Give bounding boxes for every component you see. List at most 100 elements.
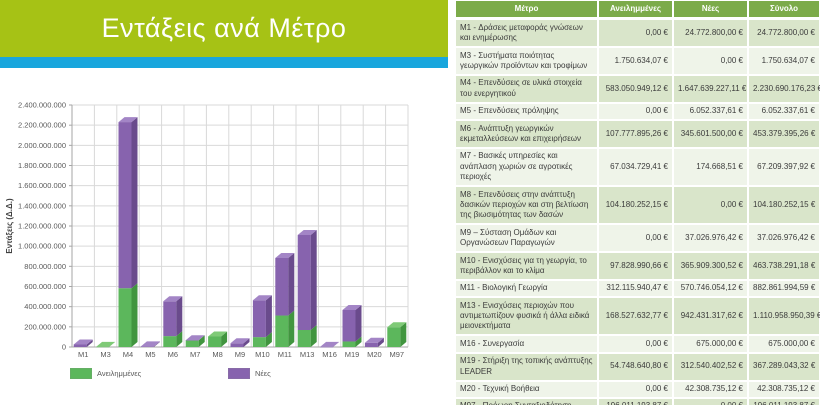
value-cell: 1.750.634,07 € (748, 47, 820, 75)
value-cell: 312.540.402,52 € (673, 352, 748, 381)
table-row: M97 - Πρόωρη Συνταξιοδότηση196.011.193,8… (455, 397, 820, 405)
svg-text:M19: M19 (345, 350, 360, 359)
measure-cell: M6 - Ανάπτυξη γεωργικών εκμεταλλεύσεων κ… (455, 120, 598, 148)
svg-text:1.400.000.000: 1.400.000.000 (18, 201, 66, 210)
measure-cell: M8 - Επενδύσεις στην ανάπτυξη δασικών πε… (455, 186, 598, 225)
svg-text:1.600.000.000: 1.600.000.000 (18, 181, 66, 190)
value-cell: 570.746.054,12 € (673, 279, 748, 298)
chart-legend: Ανειλημμένες Νέες (0, 368, 448, 384)
value-cell: 583.050.949,12 € (598, 74, 673, 103)
value-cell: 0,00 € (673, 397, 748, 405)
svg-text:0: 0 (62, 343, 66, 352)
legend-swatch-committed-icon (70, 368, 92, 379)
table-row: M4 - Επενδύσεις σε υλικά στοιχεία του εν… (455, 74, 820, 103)
value-cell: 882.861.994,59 € (748, 279, 820, 298)
value-cell: 196.011.193,87 € (748, 397, 820, 405)
svg-text:Εντάξεις (Δ.Δ.): Εντάξεις (Δ.Δ.) (5, 198, 14, 254)
value-cell: 24.772.800,00 € (748, 19, 820, 48)
value-cell: 37.026.976,42 € (673, 224, 748, 253)
value-cell: 0,00 € (598, 380, 673, 398)
table-row: M7 - Βασικές υπηρεσίες και ανάπλαση χωρι… (455, 147, 820, 187)
value-cell: 1.647.639.227,11 € (673, 74, 748, 103)
svg-text:M20: M20 (367, 350, 382, 359)
value-cell: 463.738.291,18 € (748, 252, 820, 280)
table-row: M6 - Ανάπτυξη γεωργικών εκμεταλλεύσεων κ… (455, 120, 820, 148)
svg-text:M6: M6 (168, 350, 178, 359)
table-row: M16 - Συνεργασία 0,00 €675.000,00 €675.00… (455, 335, 820, 353)
svg-text:M16: M16 (322, 350, 337, 359)
bar-M8 (208, 331, 228, 347)
measure-cell: M3 - Συστήματα ποιότητας γεωργικών προϊό… (455, 47, 598, 75)
value-cell: 42.308.735,12 € (673, 380, 748, 398)
header-total: Σύνολο (748, 0, 820, 20)
legend-item-new: Νέες (228, 368, 271, 379)
bar-M97 (387, 322, 407, 347)
value-cell: 42.308.735,12 € (748, 380, 820, 398)
measure-cell: M11 - Βιολογική Γεωργία (455, 279, 598, 298)
value-cell: 0,00 € (598, 19, 673, 48)
value-cell: 675.000,00 € (748, 335, 820, 353)
measure-cell: M16 - Συνεργασία (455, 335, 598, 353)
chart-title-band: Εντάξεις ανά Μέτρο (0, 0, 448, 57)
value-cell: 67.209.397,92 € (748, 147, 820, 187)
bar-M19 (342, 304, 362, 347)
legend-item-committed: Ανειλημμένες (70, 368, 141, 379)
legend-label-new: Νέες (255, 369, 271, 378)
bar-M1 (73, 339, 93, 347)
value-cell: 107.777.895,26 € (598, 120, 673, 148)
bar-M20 (364, 337, 384, 347)
measure-cell: M1 - Δράσεις μεταφοράς γνώσεων και ενημέ… (455, 19, 598, 48)
svg-text:M3: M3 (100, 350, 110, 359)
svg-text:1.800.000.000: 1.800.000.000 (18, 161, 66, 170)
value-cell: 174.668,51 € (673, 147, 748, 187)
svg-text:M13: M13 (300, 350, 315, 359)
svg-text:2.000.000.000: 2.000.000.000 (18, 141, 66, 150)
bar-M6 (163, 296, 183, 347)
measure-cell: M7 - Βασικές υπηρεσίες και ανάπλαση χωρι… (455, 147, 598, 187)
chart-panel: Εντάξεις ανά Μέτρο 0 200.000.000 400.000.0… (0, 0, 448, 405)
measure-cell: M19 - Στήριξη της τοπικής ανάπτυξης LEAD… (455, 352, 598, 381)
bar-M4 (118, 117, 138, 347)
value-cell: 365.909.300,52 € (673, 252, 748, 280)
table-row: M13 - Ενισχύσεις περιοχών που αντιμετωπί… (455, 297, 820, 336)
value-cell: 168.527.632,77 € (598, 297, 673, 336)
value-cell: 312.115.940,47 € (598, 279, 673, 298)
measures-table-body: M1 - Δράσεις μεταφοράς γνώσεων και ενημέ… (455, 19, 820, 405)
svg-text:M10: M10 (255, 350, 270, 359)
svg-text:M97: M97 (390, 350, 405, 359)
svg-text:M8: M8 (212, 350, 222, 359)
measure-cell: M5 - Επενδύσεις πρόληψης (455, 102, 598, 121)
value-cell: 24.772.800,00 € (673, 19, 748, 48)
svg-text:400.000.000: 400.000.000 (24, 302, 66, 311)
svg-text:M1: M1 (78, 350, 88, 359)
bar-M5 (140, 341, 160, 347)
value-cell: 6.052.337,61 € (748, 102, 820, 121)
legend-label-committed: Ανειλημμένες (97, 369, 142, 378)
value-cell: 367.289.043,32 € (748, 352, 820, 381)
bar-M7 (185, 335, 205, 347)
bar-M9 (230, 338, 250, 347)
table-panel: Μέτρο Ανειλημμένες Νέες Σύνολο M1 - Δράσ… (448, 0, 820, 405)
table-row: M9 – Σύσταση Ομάδων και Οργανώσεων Παραγ… (455, 224, 820, 253)
value-cell: 345.601.500,00 € (673, 120, 748, 148)
chart-title: Εντάξεις ανά Μέτρο (101, 13, 347, 43)
svg-text:M9: M9 (235, 350, 245, 359)
svg-text:200.000.000: 200.000.000 (24, 322, 66, 331)
value-cell: 0,00 € (598, 224, 673, 253)
measures-chart: 0 200.000.000 400.000.000 600.000.000 800.00… (0, 68, 448, 405)
measure-cell: M20 - Τεχνική Βοήθεια (455, 380, 598, 398)
svg-text:800.000.000: 800.000.000 (24, 262, 66, 271)
value-cell: 6.052.337,61 € (673, 102, 748, 121)
svg-text:600.000.000: 600.000.000 (24, 282, 66, 291)
table-row: M10 - Ενισχύσεις για τη γεωργία, το περι… (455, 252, 820, 280)
svg-text:2.400.000.000: 2.400.000.000 (18, 101, 66, 110)
measures-table: Μέτρο Ανειλημμένες Νέες Σύνολο M1 - Δράσ… (455, 0, 820, 405)
legend-swatch-new-icon (228, 368, 250, 379)
bar-M3 (96, 341, 116, 348)
measure-cell: M10 - Ενισχύσεις για τη γεωργία, το περι… (455, 252, 598, 280)
table-row: M19 - Στήριξη της τοπικής ανάπτυξης LEAD… (455, 352, 820, 381)
value-cell: 453.379.395,26 € (748, 120, 820, 148)
value-cell: 104.180.252,15 € (748, 186, 820, 225)
svg-text:M5: M5 (145, 350, 155, 359)
measure-cell: M4 - Επενδύσεις σε υλικά στοιχεία του εν… (455, 74, 598, 103)
